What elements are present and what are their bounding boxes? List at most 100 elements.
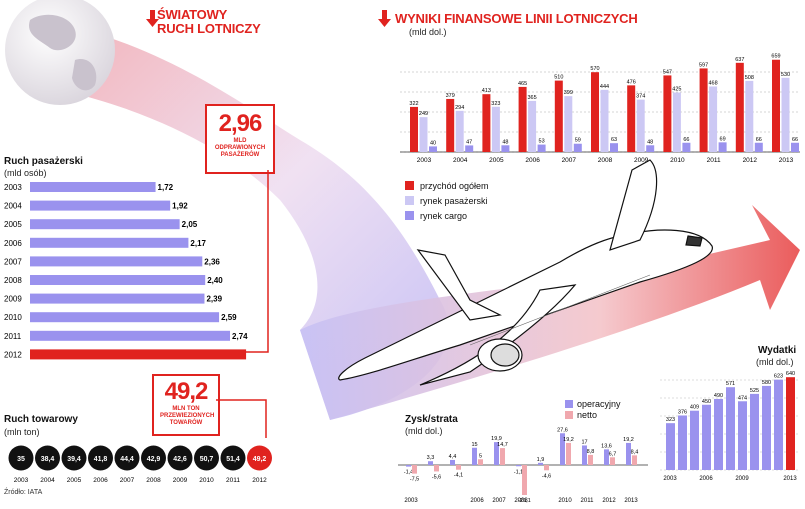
legend-label-revenue: przychód ogółem [420,180,489,191]
cargo-circle [35,445,60,471]
passenger-value-label: 2,40 [207,276,223,285]
year-label: 2009 [4,295,22,304]
profit-bar [478,459,483,465]
passenger-bar [30,256,203,267]
revenue-value-label: 322 [409,101,418,107]
globe-icon [5,0,115,105]
profit-value-label: -4,1 [454,473,463,479]
cargo-circle-chart: 35 2003 38,4 2004 39,4 2005 41,8 2006 44,4 2007 42… [8,445,272,484]
cargo-circle [88,445,113,471]
expense-bar [762,385,771,470]
passenger-bar [30,349,247,360]
expense-value-label: 474 [738,395,747,401]
profit-bar [626,442,631,465]
passenger-value-label: 1,92 [172,202,188,211]
revenue-bar [735,62,744,152]
passenger-callout: 2,96 MLD ODPRAWIONYCH PASAŻERÓW [205,104,275,174]
revenue-bar [446,98,455,152]
revenue-bar [718,142,727,152]
revenue-bar [537,144,546,152]
revenue-bar [419,117,428,152]
year-label: 2012 [4,350,22,359]
profit-year-label: 2006 [470,498,484,504]
expense-value-label: 580 [762,380,771,386]
down-arrow-icon [146,10,159,27]
revenue-bar [528,100,537,152]
expense-bar [726,387,735,470]
expense-value-label: 450 [702,399,711,405]
profit-bar [406,465,411,467]
legend-item-net: netto [565,409,621,420]
revenue-value-label: 659 [771,54,780,60]
year-label: 2007 [4,257,22,266]
revenue-value-label: 570 [590,66,599,72]
profit-year-label: 2011 [581,498,595,504]
revenue-value-label: 508 [745,75,754,81]
revenue-bar [781,77,790,152]
expense-bar [678,415,687,470]
revenue-bar [772,59,780,152]
cargo-year-label: 2011 [226,477,240,484]
finance-title: WYNIKI FINANSOWE LINII LOTNICZYCH [395,11,638,26]
revenue-value-label: 510 [554,75,563,81]
passenger-value-label: 2,05 [182,220,198,229]
cargo-value-label: 41,8 [94,456,108,463]
cargo-callout-connector [216,399,267,438]
world-traffic-title: ŚWIATOWY RUCH LOTNICZY [157,7,261,36]
expense-value-label: 640 [786,371,795,377]
revenue-bar [564,96,573,152]
revenue-bar [491,106,500,152]
cargo-year-label: 2003 [14,477,29,484]
year-label: 2005 [4,220,22,229]
profit-bar [456,465,461,470]
profit-value-label: 3,3 [427,455,435,461]
legend-swatch-cargo [405,211,414,220]
cargo-circle [114,445,140,471]
revenue-value-label: 59 [575,138,581,144]
revenue-bar [699,68,708,152]
cargo-circle [194,445,219,471]
profit-value-label: 15 [471,442,477,448]
profit-bar [610,457,615,465]
revenue-year-label: 2009 [634,157,649,164]
revenue-value-label: 294 [455,105,464,111]
year-label: 2006 [4,239,22,248]
revenue-value-label: 597 [699,62,708,68]
cargo-year-label: 2006 [93,477,108,484]
revenue-value-label: 47 [466,139,472,145]
revenue-bar [591,72,599,152]
revenue-value-label: 66 [683,137,689,143]
cargo-value-label: 44,4 [120,456,134,463]
profit-value-label: 19,9 [491,436,502,442]
legend-label-passenger: rynek pasażerski [420,195,488,206]
revenue-bar [709,86,718,152]
revenue-value-label: 399 [564,90,573,96]
profit-chart-unit: (mld dol.) [405,426,443,436]
revenue-bar [429,146,437,152]
revenue-bar [745,80,754,152]
passenger-value-label: 1,72 [158,183,174,192]
profit-value-label: -7,5 [410,477,419,483]
revenue-bar [627,85,636,152]
revenue-value-label: 66 [756,137,762,143]
finance-unit: (mld dol.) [409,27,447,37]
legend-item-revenue: przychód ogółem [405,178,489,193]
revenue-value-label: 379 [446,93,455,99]
revenue-value-label: 66 [792,137,798,143]
revenue-value-label: 48 [502,139,508,145]
expense-bar [690,410,699,470]
expense-bar [702,404,711,470]
expense-value-label: 376 [678,409,687,415]
expense-bar [714,398,723,470]
expense-value-label: 409 [690,405,699,411]
revenue-bar [600,89,609,152]
revenue-bar [501,145,510,152]
profit-bar [544,465,549,471]
profit-value-label: -4,6 [542,473,551,479]
passenger-bar [30,293,205,304]
cargo-year-label: 2010 [199,477,214,484]
revenue-bar [672,92,681,152]
profit-year-label: 2012 [602,498,616,504]
